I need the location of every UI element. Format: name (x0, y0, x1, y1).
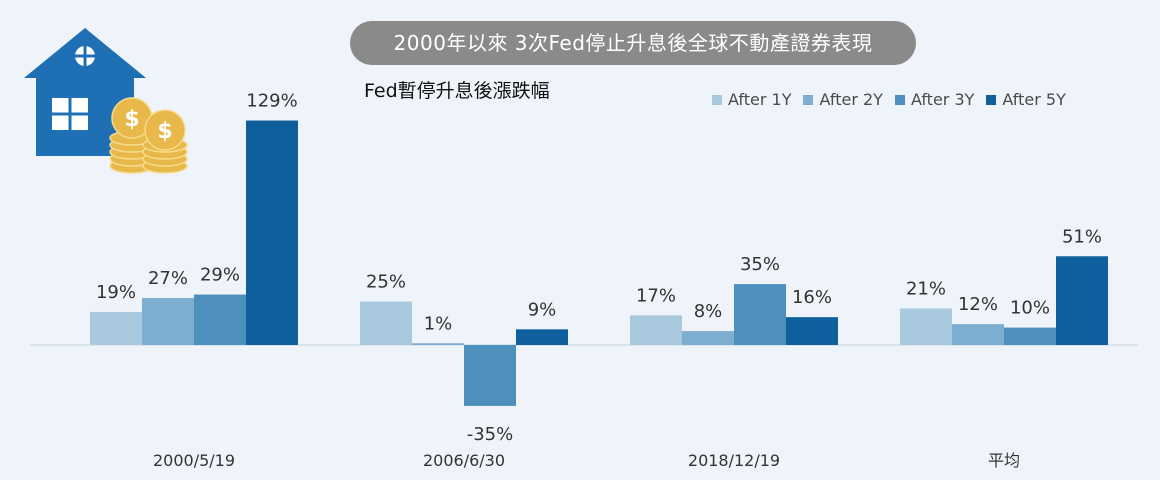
category-label: 平均 (988, 451, 1020, 470)
legend: After 1Y After 2Y After 3Y After 5Y (712, 90, 1066, 109)
bar (682, 331, 734, 345)
coin-stack-right (142, 109, 188, 174)
bar (360, 301, 412, 345)
data-label: 25% (366, 272, 406, 293)
bar (734, 284, 786, 345)
data-label: 1% (424, 313, 453, 334)
svg-text:$: $ (124, 107, 139, 132)
bar (900, 308, 952, 345)
legend-swatch (894, 94, 905, 105)
bar (90, 311, 142, 345)
legend-item: After 2Y (803, 90, 883, 109)
legend-item: After 1Y (712, 90, 791, 109)
legend-swatch (803, 94, 814, 105)
bar (786, 317, 838, 345)
category-label: 2018/12/19 (688, 451, 780, 470)
data-label: 10% (1010, 298, 1050, 319)
legend-label: After 1Y (728, 90, 792, 109)
data-label: 129% (246, 91, 297, 112)
data-label: 51% (1062, 226, 1102, 247)
data-label: 12% (958, 294, 998, 315)
data-label: 16% (792, 287, 832, 308)
bar (194, 294, 246, 345)
bar (1004, 327, 1056, 345)
legend-item: After 3Y (894, 90, 975, 109)
legend-swatch (986, 94, 997, 105)
data-label: 21% (906, 278, 946, 299)
legend-label: After 5Y (1002, 90, 1066, 109)
bar (412, 343, 464, 345)
data-label: 17% (636, 285, 676, 306)
data-label: 29% (200, 265, 240, 286)
legend-label: After 3Y (910, 90, 975, 109)
bar (464, 345, 516, 406)
category-label: 2006/6/30 (423, 451, 505, 470)
data-label: 9% (528, 299, 557, 320)
bar (516, 329, 568, 345)
data-label: 35% (740, 254, 780, 275)
data-label: 27% (148, 268, 188, 289)
house-coins-icon: $ $ (24, 28, 188, 174)
legend-item: After 5Y (986, 90, 1066, 109)
svg-text:$: $ (157, 119, 172, 144)
category-label: 2000/5/19 (153, 451, 235, 470)
chart-subtitle: Fed暫停升息後漲跌幅 (364, 80, 550, 102)
chart-title: 2000年以來 3次Fed停止升息後全球不動產證券表現 (350, 21, 916, 65)
data-label: 8% (694, 301, 723, 322)
bar (1056, 256, 1108, 345)
bar (246, 120, 298, 345)
legend-label: After 2Y (819, 90, 883, 109)
data-label: 19% (96, 282, 136, 303)
bar (952, 324, 1004, 345)
legend-swatch (712, 94, 722, 105)
coin-stack-left (109, 97, 155, 174)
bar (630, 315, 682, 345)
bar (142, 298, 194, 345)
data-label: -35% (467, 424, 514, 445)
